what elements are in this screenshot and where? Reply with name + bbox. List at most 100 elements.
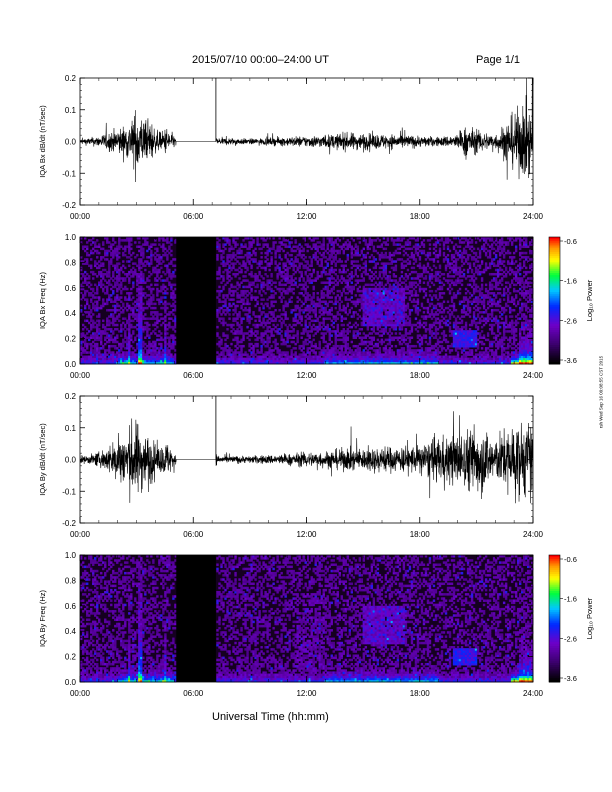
spectrogram-cell [262, 317, 265, 320]
spectrogram-cell [152, 342, 155, 346]
spectrogram-cell [362, 357, 366, 361]
spectrogram-cell [82, 340, 85, 344]
spectrogram-cell [342, 243, 345, 246]
spectrogram-cell [272, 294, 275, 297]
spectrogram-cell [108, 275, 111, 278]
spectrogram-cell [140, 321, 143, 325]
spectrogram-cell [324, 359, 327, 363]
spectrogram-cell [222, 355, 225, 359]
spectrogram-cell [352, 344, 355, 348]
x-tick-label: 00:00 [70, 212, 91, 221]
spectrogram-cell [86, 359, 89, 363]
spectrogram-cell [136, 357, 139, 361]
spectrogram-cell [358, 355, 362, 359]
spectrogram-cell [346, 287, 349, 291]
spectrogram-cell [324, 285, 327, 289]
spectrogram-cell [246, 332, 249, 335]
spectrogram-cell [316, 262, 319, 265]
spectrogram-cell [126, 239, 129, 242]
spectrogram-cell [256, 296, 259, 299]
spectrogram-cell [96, 302, 99, 306]
spectrogram-cell [100, 285, 103, 289]
spectrogram-cell [150, 359, 153, 363]
spectrogram-cell [428, 285, 432, 289]
spectrogram-cell [156, 268, 159, 272]
spectrogram-cell [110, 277, 113, 280]
spectrogram-cell [88, 275, 91, 278]
spectrogram-cell [112, 289, 115, 293]
spectrogram-cell [128, 241, 131, 244]
spectrogram-cell [222, 294, 225, 297]
spectrogram-cell [150, 357, 153, 361]
spectrogram-cell [148, 275, 151, 278]
spectrogram-cell [140, 330, 143, 333]
spectrogram-cell [148, 317, 151, 320]
spectrogram-cell [226, 258, 229, 261]
spectrogram-cell [132, 315, 135, 318]
spectrogram-cell [358, 268, 362, 272]
spectrogram-cell [304, 315, 307, 318]
spectrogram-cell [318, 342, 321, 346]
spectrogram-cell [234, 359, 237, 363]
spectrogram-cell [264, 313, 267, 316]
spectrogram-cell [262, 342, 265, 346]
spectrogram-cell [246, 256, 249, 259]
spectrogram-cell [166, 258, 169, 261]
spectrogram-cell [260, 351, 263, 354]
spectrogram-cell [354, 355, 358, 359]
spectrogram-cell [164, 300, 167, 304]
spectrogram-cell [270, 353, 273, 356]
spectrogram-cell [216, 258, 219, 261]
spectrogram-cell [300, 361, 303, 365]
spectrogram-cell [364, 239, 368, 242]
spectrogram-cell [218, 270, 221, 274]
spectrogram-cell [338, 251, 341, 255]
spectrogram-cell [330, 287, 333, 291]
spectrogram-cell [128, 256, 131, 259]
spectrogram-cell [356, 323, 360, 327]
spectrogram-cell [274, 251, 277, 255]
spectrogram-cell [152, 298, 155, 301]
spectrogram-cell [90, 349, 93, 352]
spectrogram-cell [146, 361, 149, 365]
spectrogram-cell [96, 334, 99, 337]
spectrogram-cell [122, 357, 125, 361]
spectrogram-cell [310, 308, 313, 312]
spectrogram-cell [292, 287, 295, 291]
spectrogram-cell [364, 296, 368, 299]
spectrogram-cell [140, 319, 143, 323]
spectrogram-cell [248, 283, 251, 287]
spectrogram-cell [300, 323, 303, 327]
spectrogram-cell [306, 243, 309, 246]
spectrogram-cell [294, 342, 297, 346]
spectrogram-cell [142, 292, 145, 295]
spectrogram-cell [162, 361, 165, 365]
spectrogram-cell [110, 328, 113, 331]
spectrogram-cell [142, 344, 145, 348]
spectrogram-cell [340, 344, 343, 348]
spectrogram-cell [128, 351, 131, 354]
spectrogram-cell [238, 285, 241, 289]
spectrogram-cell [310, 258, 313, 261]
spectrogram-cell [152, 287, 155, 291]
spectrogram-cell [216, 325, 219, 329]
spectrogram-cell [320, 359, 323, 363]
spectrogram-cell [174, 355, 177, 359]
spectrogram-cell [174, 325, 177, 329]
spectrogram-cell [236, 323, 239, 327]
spectrogram-cell [112, 357, 115, 361]
spectrogram-cell [254, 289, 257, 293]
spectrogram-cell [316, 302, 319, 306]
spectrogram-cell [152, 330, 155, 333]
spectrogram-cell [292, 328, 295, 331]
spectrogram-cell [82, 281, 85, 284]
spectrogram-cell [228, 275, 231, 278]
spectrogram-cell [356, 251, 360, 255]
spectrogram-cell [168, 361, 171, 365]
spectrogram-cell [362, 256, 366, 259]
spectrogram-cell [324, 294, 327, 297]
spectrogram-cell [236, 355, 239, 359]
spectrogram-cell [280, 321, 283, 325]
spectrogram-cell [298, 359, 301, 363]
spectrogram-cell [346, 361, 349, 365]
